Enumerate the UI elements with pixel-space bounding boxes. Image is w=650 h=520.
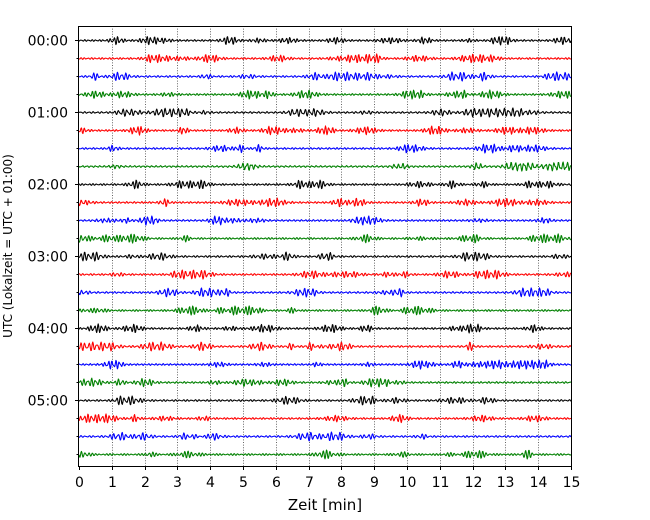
trace-00:15 — [78, 53, 572, 64]
x-tick-label-11: 11 — [432, 475, 450, 491]
trace-00:45 — [78, 89, 572, 100]
x-tick-label-12: 12 — [465, 475, 483, 491]
y-axis-ticks: 00:00 01:00 02:00 03:00 04:00 05:00 — [28, 34, 79, 455]
seismic-traces — [78, 36, 572, 460]
x-tick-label-14: 14 — [530, 475, 548, 491]
x-tick-label-5: 5 — [239, 475, 248, 491]
trace-02:15 — [78, 197, 572, 208]
x-axis-ticks: 0 1 2 3 4 5 6 7 8 9 10 11 12 13 14 15 — [75, 466, 580, 491]
trace-05:00 — [78, 395, 572, 406]
x-tick-label-6: 6 — [272, 475, 281, 491]
x-tick-label-7: 7 — [305, 475, 314, 491]
trace-01:00 — [78, 107, 572, 118]
trace-04:45 — [78, 377, 572, 388]
trace-01:30 — [78, 143, 572, 154]
y-tick-label-05:00: 05:00 — [28, 394, 68, 410]
y-tick-label-00:00: 00:00 — [28, 34, 68, 50]
x-tick-label-1: 1 — [108, 475, 117, 491]
trace-03:00 — [78, 251, 572, 262]
y-tick-label-02:00: 02:00 — [28, 178, 68, 194]
x-tick-label-9: 9 — [370, 475, 379, 491]
trace-04:15 — [78, 341, 572, 352]
x-tick-label-4: 4 — [206, 475, 215, 491]
trace-01:45 — [78, 161, 572, 172]
x-tick-label-13: 13 — [497, 475, 515, 491]
x-tick-label-8: 8 — [337, 475, 346, 491]
y-tick-label-04:00: 04:00 — [28, 322, 68, 338]
x-tick-label-3: 3 — [173, 475, 182, 491]
x-tick-label-10: 10 — [399, 475, 417, 491]
trace-05:45 — [78, 449, 572, 460]
grid-lines — [112, 26, 539, 466]
trace-03:45 — [78, 305, 572, 316]
trace-03:15 — [78, 269, 572, 280]
x-axis-label: Zeit [min] — [288, 496, 362, 514]
x-tick-label-2: 2 — [141, 475, 150, 491]
trace-00:00 — [78, 36, 572, 46]
y-tick-label-01:00: 01:00 — [28, 106, 68, 122]
x-tick-label-0: 0 — [75, 475, 84, 491]
y-tick-label-03:00: 03:00 — [28, 250, 68, 266]
y-axis-label: UTC (Lokalzeit = UTC + 01:00) — [1, 154, 15, 338]
trace-02:30 — [78, 215, 572, 226]
trace-03:30 — [78, 287, 572, 298]
x-tick-label-15: 15 — [563, 475, 581, 491]
trace-04:00 — [78, 323, 572, 334]
trace-05:30 — [78, 431, 572, 442]
plot-frame — [78, 26, 572, 467]
trace-05:15 — [78, 413, 572, 424]
trace-02:45 — [78, 233, 572, 244]
trace-04:30 — [78, 359, 572, 370]
trace-02:00 — [78, 179, 572, 190]
trace-01:15 — [78, 125, 572, 136]
trace-00:30 — [78, 71, 572, 82]
